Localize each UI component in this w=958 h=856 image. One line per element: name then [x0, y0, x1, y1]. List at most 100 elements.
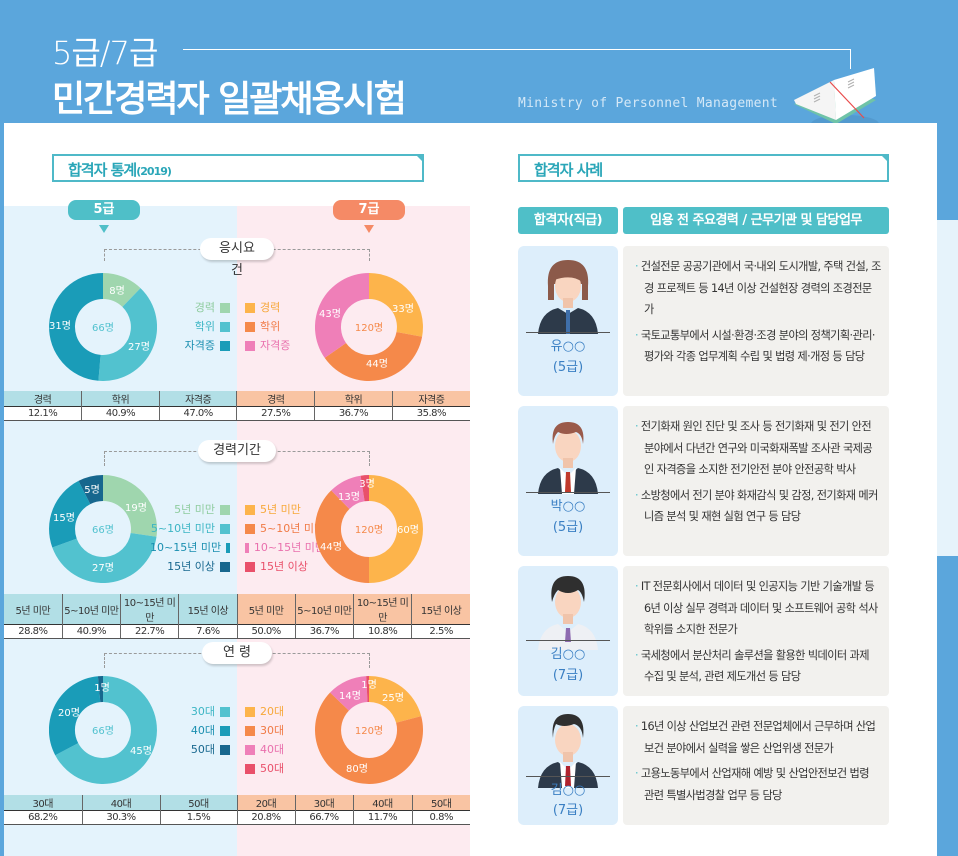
svg-text:20명: 20명 — [58, 707, 80, 719]
avatar-divider — [526, 332, 610, 333]
case-3-name: 김○○ — [550, 647, 586, 662]
stats-section-title: 합격자 통계(2019) — [52, 154, 424, 182]
man-avatar-icon — [538, 422, 598, 494]
svg-text:25명: 25명 — [382, 692, 404, 704]
title-divider-line — [183, 49, 851, 50]
case-3-bullet-1: · IT 전문회사에서 데이터 및 인공지능 기반 기술개발 등 6년 이상 실… — [635, 580, 878, 636]
case-3-bullet-2: · 국세청에서 분산처리 솔루션을 활용한 빅데이터 과제 수집 및 분석, 관… — [635, 648, 870, 684]
case-2-bullet-2: · 소방청에서 전기 분야 화재감식 및 감정, 전기화재 메커니즘 분석 및 … — [635, 488, 878, 524]
age-connector-right — [369, 653, 370, 668]
open-book-icon — [794, 68, 879, 133]
svg-text:5명: 5명 — [84, 484, 100, 496]
case-2-bullet-1: · 전기화재 원인 진단 및 조사 등 전기화재 및 전기 안전 분야에서 다년… — [635, 420, 873, 476]
svg-text:14명: 14명 — [339, 690, 361, 702]
career-grade7-legend: 5년 미만 5~10년 미만 10~15년 미만 15년 이상 — [245, 500, 325, 576]
avatar-divider — [526, 640, 610, 641]
requirement-label-chip: 응시요건 — [200, 238, 274, 278]
case-2-name: 박○○ — [550, 499, 586, 514]
svg-text:33명: 33명 — [392, 303, 414, 315]
ministry-name: Ministry of Personnel Management — [518, 96, 779, 111]
svg-text:27명: 27명 — [128, 341, 150, 353]
case-1-grade: (5급) — [552, 360, 584, 375]
career-table: 5년 미만 5~10년 미만 10~15년 미만 15년 이상 5년 미만 5~… — [4, 594, 470, 639]
case-4-person: 김○○ (7급) — [518, 706, 618, 825]
case-4-grade: (7급) — [552, 803, 584, 818]
requirement-connector-right — [369, 249, 370, 261]
page-title: 민간경력자 일괄채용시험 — [52, 79, 407, 120]
cases-col-header-person: 합격자(직급) — [518, 207, 618, 234]
case-2-grade: (5급) — [552, 520, 584, 535]
svg-text:66명: 66명 — [92, 524, 114, 536]
grade5-tag: 5급 — [68, 200, 140, 233]
svg-text:44명: 44명 — [366, 358, 388, 370]
svg-text:1명: 1명 — [361, 679, 377, 691]
svg-text:13명: 13명 — [338, 491, 360, 503]
svg-text:15명: 15명 — [53, 512, 75, 524]
svg-text:8명: 8명 — [109, 285, 125, 297]
case-1-name: 유○○ — [550, 339, 586, 354]
svg-text:66명: 66명 — [92, 725, 114, 737]
svg-text:66명: 66명 — [92, 322, 114, 334]
svg-text:44명: 44명 — [320, 541, 342, 553]
svg-text:31명: 31명 — [49, 320, 71, 332]
career-connector-right — [369, 451, 370, 466]
svg-text:1명: 1명 — [94, 682, 110, 694]
man-avatar-icon — [538, 576, 598, 650]
grade7-background — [237, 206, 470, 856]
svg-text:45명: 45명 — [130, 745, 152, 757]
age-grade7-donut: 25명 80명 14명 1명 120명 — [315, 676, 423, 784]
career-grade5-legend: 5년 미만 5~10년 미만 10~15년 미만 15년 이상 — [150, 500, 230, 576]
career-connector-left — [104, 451, 105, 466]
case-2-person: 박○○ (5급) — [518, 406, 618, 556]
age-grade5-legend: 30대 40대 50대 — [170, 702, 230, 759]
age-connector-left — [104, 653, 105, 668]
age-table: 30대 40대 50대 20대 30대 40대 50대 68.2% 30.3% … — [4, 795, 470, 825]
grade5-background — [4, 206, 237, 856]
case-3-description: · IT 전문회사에서 데이터 및 인공지능 기반 기술개발 등 6년 이상 실… — [623, 566, 889, 696]
avatar-divider — [526, 492, 610, 493]
requirement-connector-left — [104, 249, 105, 261]
requirement-grade5-donut: 8명 27명 31명 66명 — [49, 273, 157, 381]
case-4-description: · 16년 이상 산업보건 관련 전문업체에서 근무하며 산업보건 분야에서 실… — [623, 706, 889, 825]
age-label-chip: 연 령 — [202, 642, 272, 664]
case-4-name: 김○○ — [550, 783, 586, 798]
grade7-tag: 7급 — [333, 200, 405, 233]
age-grade5-donut: 45명 20명 1명 66명 — [49, 676, 157, 784]
svg-text:120명: 120명 — [355, 322, 383, 334]
title-grade: 5급/7급 — [52, 34, 158, 72]
title-connector-line — [850, 49, 851, 69]
cases-section-title: 합격자 사례 — [518, 154, 889, 182]
case-3-person: 김○○ (7급) — [518, 566, 618, 696]
stats-title-text: 합격자 통계 — [68, 161, 137, 179]
requirement-grade7-donut: 33명 44명 43명 120명 — [315, 273, 423, 381]
career-label-chip: 경력기간 — [198, 440, 276, 462]
career-grade5-donut: 19명 27명 15명 5명 66명 — [49, 475, 157, 583]
case-1-bullet-2: · 국토교통부에서 시설·환경·조경 분야의 정책기획·관리·평가와 각종 업무… — [635, 328, 875, 364]
svg-text:43명: 43명 — [319, 308, 341, 320]
svg-text:120명: 120명 — [355, 725, 383, 737]
right-decor-band — [937, 220, 958, 556]
requirement-grade7-legend: 경력 학위 자격증 — [245, 298, 315, 355]
svg-text:3명: 3명 — [359, 478, 375, 490]
avatar-divider — [526, 776, 610, 777]
svg-text:60명: 60명 — [397, 524, 419, 536]
case-1-description: · 건설전문 공공기관에서 국·내외 도시개발, 주택 건설, 조경 프로젝트 … — [623, 246, 889, 396]
header-banner: 5급/7급 민간경력자 일괄채용시험 Ministry of Personnel… — [0, 0, 958, 133]
case-4-bullet-2: · 고용노동부에서 산업재해 예방 및 산업안전보건 법령 관련 특별사법경찰 … — [635, 767, 870, 802]
career-grade7-donut: 60명 44명 13명 3명 120명 — [315, 475, 423, 583]
case-1-person: 유○○ (5급) — [518, 246, 618, 396]
svg-text:120명: 120명 — [355, 524, 383, 536]
age-grade7-legend: 20대 30대 40대 50대 — [245, 702, 305, 778]
requirement-table: 경력 학위 자격증 경력 학위 자격증 12.1% 40.9% 47.0% 27… — [4, 391, 470, 421]
case-3-grade: (7급) — [552, 668, 584, 683]
cases-title-text: 합격자 사례 — [534, 161, 603, 179]
case-1-bullet-1: · 건설전문 공공기관에서 국·내외 도시개발, 주택 건설, 조경 프로젝트 … — [635, 260, 881, 316]
svg-text:19명: 19명 — [125, 502, 147, 514]
woman-avatar-icon — [538, 260, 598, 334]
case-2-description: · 전기화재 원인 진단 및 조사 등 전기화재 및 전기 안전 분야에서 다년… — [623, 406, 889, 556]
stats-year: (2019) — [136, 165, 172, 178]
cases-col-header-career: 임용 전 주요경력 / 근무기관 및 담당업무 — [623, 207, 889, 234]
svg-text:27명: 27명 — [92, 562, 114, 574]
requirement-grade5-legend: 경력 학위 자격증 — [170, 298, 230, 355]
case-4-bullet-1: · 16년 이상 산업보건 관련 전문업체에서 근무하며 산업보건 분야에서 실… — [635, 720, 876, 755]
